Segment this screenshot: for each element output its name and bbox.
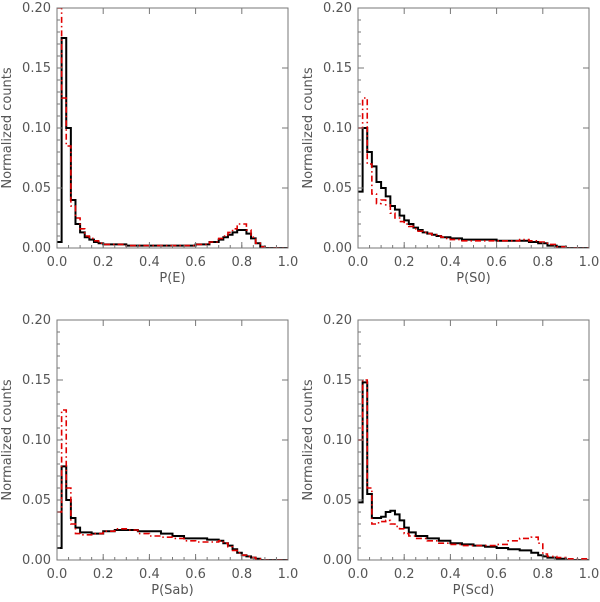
- y-tick-label: 0.20: [323, 313, 352, 328]
- y-tick-label: 0.15: [22, 61, 51, 76]
- x-tick-label: 1.0: [579, 567, 600, 582]
- x-tick-label: 0.2: [394, 567, 415, 582]
- panel-3: 0.0 0.2 0.4 0.6 0.8 1.0 0.00 0.05 0.10 0.15 0.20 P(…: [0, 313, 298, 598]
- x-tick-label: 0.8: [532, 567, 553, 582]
- x-tick-label: 0.8: [231, 567, 252, 582]
- red-histogram-panel-3: [57, 409, 288, 560]
- black-histogram-panel-1: [57, 37, 288, 248]
- y-tick-label: 0.15: [22, 373, 51, 388]
- x-tick-label: 0.8: [231, 255, 252, 270]
- x-axis-label: P(E): [159, 271, 185, 286]
- x-axis-label: P(Sab): [151, 583, 193, 598]
- plot-frame: [56, 319, 289, 561]
- y-tick-label: 0.10: [323, 121, 352, 136]
- y-tick-label: 0.05: [22, 493, 51, 508]
- panel-1: 0.0 0.2 0.4 0.6 0.8 1.0 0.00 0.05 0.10 0.15 0.20 P(…: [0, 1, 298, 286]
- x-tick-label: 0.4: [440, 255, 461, 270]
- y-axis-label: Normalized counts: [0, 67, 15, 189]
- y-tick-label: 0.00: [323, 553, 352, 568]
- x-tick-label: 1.0: [278, 255, 299, 270]
- x-tick-label: 0.0: [47, 255, 68, 270]
- x-tick-label: 0.4: [139, 567, 160, 582]
- panel-4: 0.0 0.2 0.4 0.6 0.8 1.0 0.00 0.05 0.10 0.15 0.20 P(…: [301, 313, 599, 598]
- y-tick-label: 0.15: [323, 373, 352, 388]
- y-axis-label: Normalized counts: [301, 379, 316, 501]
- x-tick-label: 0.6: [185, 567, 206, 582]
- x-tick-label: 0.0: [348, 255, 369, 270]
- y-tick-label: 0.00: [323, 241, 352, 256]
- x-tick-label: 0.8: [532, 255, 553, 270]
- x-tick-label: 0.0: [47, 567, 68, 582]
- black-histogram-panel-4: [358, 381, 589, 560]
- y-tick-label: 0.00: [22, 553, 51, 568]
- black-histogram-panel-2: [358, 127, 589, 248]
- plot-frame: [56, 7, 289, 249]
- x-tick-label: 0.6: [486, 255, 507, 270]
- x-axis-label: P(Scd): [453, 583, 495, 598]
- y-tick-label: 0.20: [22, 313, 51, 328]
- panel-2: 0.0 0.2 0.4 0.6 0.8 1.0 0.00 0.05 0.10 0.15 0.20 P(…: [301, 1, 599, 286]
- x-tick-label: 0.6: [185, 255, 206, 270]
- y-tick-label: 0.15: [323, 61, 352, 76]
- x-tick-label: 0.6: [486, 567, 507, 582]
- red-histogram-panel-4: [358, 379, 589, 560]
- x-tick-label: 0.2: [394, 255, 415, 270]
- x-axis-label: P(S0): [456, 271, 491, 286]
- x-tick-label: 1.0: [278, 567, 299, 582]
- x-tick-label: 0.2: [93, 255, 114, 270]
- y-axis-label: Normalized counts: [0, 379, 15, 501]
- red-histogram-panel-2: [358, 97, 589, 248]
- y-tick-label: 0.05: [323, 493, 352, 508]
- y-tick-label: 0.10: [22, 121, 51, 136]
- y-tick-label: 0.05: [323, 181, 352, 196]
- y-tick-label: 0.20: [22, 1, 51, 16]
- x-tick-label: 0.4: [440, 567, 461, 582]
- black-histogram-panel-3: [57, 465, 288, 560]
- x-tick-label: 1.0: [579, 255, 600, 270]
- y-axis-label: Normalized counts: [301, 67, 316, 189]
- y-tick-label: 0.05: [22, 181, 51, 196]
- y-tick-label: 0.00: [22, 241, 51, 256]
- x-tick-label: 0.0: [348, 567, 369, 582]
- y-tick-label: 0.20: [323, 1, 352, 16]
- y-tick-label: 0.10: [323, 433, 352, 448]
- x-tick-label: 0.2: [93, 567, 114, 582]
- x-tick-label: 0.4: [139, 255, 160, 270]
- red-histogram-panel-1: [57, 8, 288, 248]
- y-tick-label: 0.10: [22, 433, 51, 448]
- plot-frame: [357, 7, 590, 249]
